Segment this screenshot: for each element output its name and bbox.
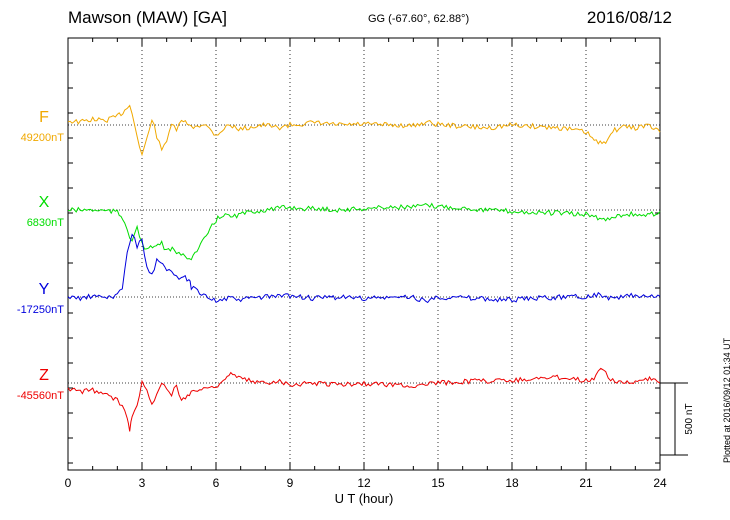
- x-tick-label: 12: [357, 476, 371, 490]
- trace-f: [67, 104, 661, 157]
- series-name-y: Y: [39, 281, 50, 298]
- scale-bar: 500 nT: [660, 382, 695, 456]
- geographic-coordinates: GG (-67.60°, 62.88°): [368, 13, 470, 25]
- series-name-z: Z: [39, 367, 49, 384]
- plotted-timestamp: Plotted at 2016/09/12 01:34 UT: [722, 337, 730, 463]
- x-tick-label: 15: [431, 476, 445, 490]
- x-tick-label: 18: [505, 476, 519, 490]
- plot-date: 2016/08/12: [586, 8, 672, 27]
- series-labels: F 49200nT X 6830nT Y -17250nT Z -45560nT: [17, 109, 64, 402]
- x-tick-label: 6: [213, 476, 220, 490]
- vertical-grid: [141, 38, 587, 470]
- baseline-label-f: 49200nT: [21, 132, 65, 144]
- scale-bar-label: 500 nT: [684, 403, 695, 434]
- baseline-label-z: -45560nT: [17, 390, 64, 402]
- series-layer: [67, 104, 661, 432]
- x-axis-label: U T (hour): [335, 491, 394, 506]
- baseline-label-x: 6830nT: [27, 217, 65, 229]
- x-tick-label: 3: [139, 476, 146, 490]
- axis-ticks: 0 3 6 9 12 15 18 21 24: [65, 38, 667, 490]
- x-tick-label: 24: [653, 476, 667, 490]
- x-tick-label: 9: [287, 476, 294, 490]
- trace-z: [67, 367, 661, 432]
- series-name-x: X: [39, 194, 50, 211]
- trace-x: [67, 202, 661, 261]
- series-name-f: F: [39, 109, 49, 126]
- x-tick-label: 0: [65, 476, 72, 490]
- trace-y: [67, 233, 661, 304]
- baseline-label-y: -17250nT: [17, 304, 64, 316]
- x-tick-label: 21: [579, 476, 593, 490]
- station-title: Mawson (MAW) [GA]: [68, 8, 227, 27]
